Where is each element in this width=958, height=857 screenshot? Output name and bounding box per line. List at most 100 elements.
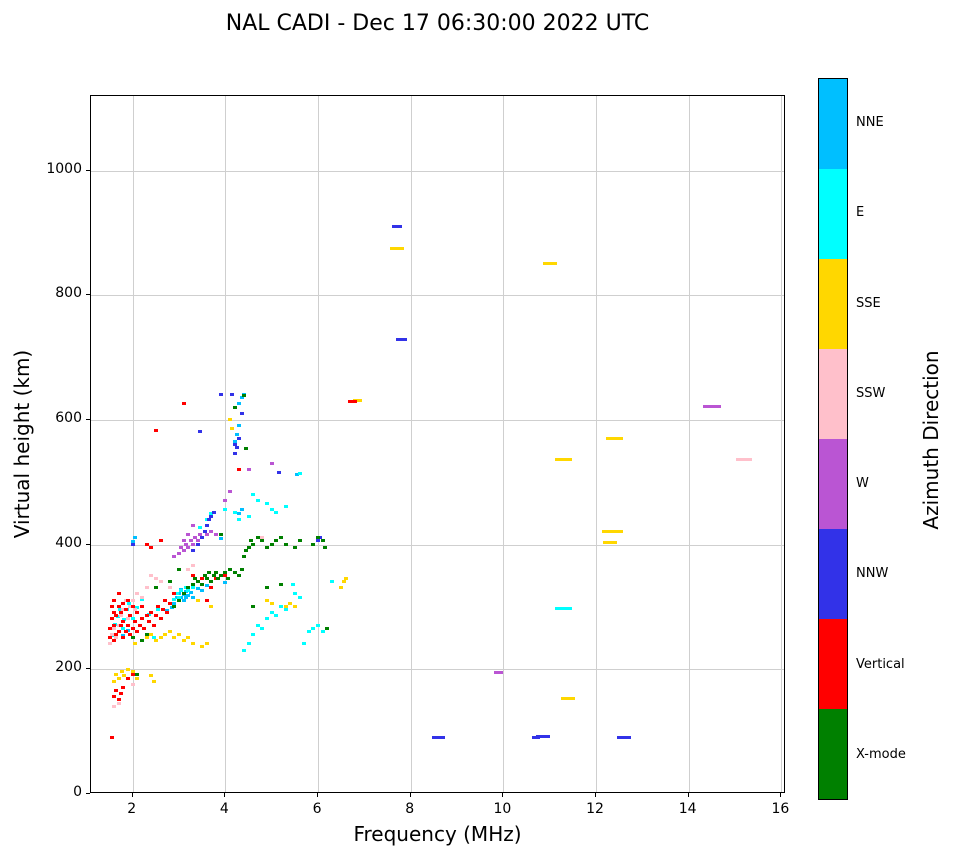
data-point (114, 632, 119, 636)
data-point (133, 642, 138, 646)
data-point (116, 623, 121, 627)
data-point (204, 583, 209, 587)
data-point (149, 573, 154, 577)
data-point (107, 636, 112, 640)
data-point (283, 505, 288, 509)
data-point (339, 586, 344, 590)
data-point (190, 586, 195, 590)
data-point (193, 576, 198, 580)
data-point (151, 623, 156, 627)
data-point (167, 601, 172, 605)
data-point (255, 536, 260, 540)
data-point (225, 576, 230, 580)
data-point (204, 642, 209, 646)
colorbar-tick-label: NNW (856, 566, 889, 582)
data-point (555, 607, 572, 611)
data-point (297, 471, 302, 475)
data-point (130, 673, 135, 677)
data-point (130, 636, 135, 640)
data-point (200, 583, 205, 587)
data-point (119, 611, 124, 615)
data-point (119, 670, 124, 674)
data-point (156, 604, 161, 608)
data-point (244, 548, 249, 552)
data-point (183, 586, 188, 590)
data-point (165, 608, 170, 612)
colorbar-tick-label: Vertical (856, 656, 905, 672)
data-point (183, 589, 188, 593)
data-point (297, 539, 302, 543)
data-point (149, 611, 154, 615)
data-point (251, 492, 256, 496)
data-point (186, 545, 191, 549)
chart-title: NAL CADI - Dec 17 06:30:00 2022 UTC (225, 11, 650, 36)
data-point (146, 620, 151, 624)
data-point (123, 598, 128, 602)
data-point (112, 626, 117, 630)
y-tick-mark (86, 543, 90, 545)
data-point (188, 590, 193, 594)
data-point (223, 573, 228, 577)
data-point (232, 440, 237, 444)
data-point (114, 689, 119, 693)
data-point (276, 470, 281, 474)
data-point (128, 632, 133, 636)
data-point (269, 461, 274, 465)
data-point (158, 539, 163, 543)
colorbar-segment-X-mode (819, 709, 847, 799)
y-tick-mark (86, 668, 90, 670)
colorbar-tick-label: X-mode (856, 746, 906, 762)
grid-line-vertical (225, 96, 227, 792)
data-point (341, 579, 346, 583)
data-point (255, 498, 260, 502)
grid-line-vertical (410, 96, 412, 792)
data-point (269, 508, 274, 512)
data-point (156, 608, 161, 612)
data-point (601, 530, 623, 534)
data-point (200, 645, 205, 649)
x-tick-label: 4 (219, 801, 229, 817)
data-point (207, 570, 212, 574)
data-point (135, 592, 140, 596)
data-point (223, 580, 228, 584)
data-point (186, 594, 191, 598)
data-point (292, 604, 297, 608)
data-point (230, 393, 235, 397)
data-point (535, 735, 550, 739)
colorbar-tick-label: W (856, 476, 869, 492)
data-point (107, 642, 112, 646)
data-point (126, 676, 131, 680)
data-point (144, 542, 149, 546)
data-point (244, 446, 249, 450)
data-point (181, 598, 186, 602)
data-point (112, 623, 117, 627)
data-point (186, 533, 191, 537)
data-point (274, 511, 279, 515)
data-point (207, 517, 212, 521)
data-point (121, 685, 126, 689)
data-point (211, 573, 216, 577)
data-point (320, 539, 325, 543)
data-point (126, 598, 131, 602)
data-point (204, 523, 209, 527)
y-tick-mark (86, 793, 90, 794)
data-point (146, 613, 151, 616)
grid-line-vertical (503, 96, 505, 792)
data-point (109, 617, 114, 621)
data-point (232, 442, 237, 446)
data-point (177, 591, 182, 595)
data-point (255, 623, 260, 627)
data-point (151, 636, 156, 640)
data-point (139, 598, 144, 602)
data-point (232, 510, 237, 514)
data-point (190, 542, 195, 546)
data-point (114, 673, 119, 677)
data-point (144, 632, 149, 636)
x-tick-mark (502, 793, 504, 797)
data-point (260, 539, 265, 543)
data-point (269, 542, 274, 546)
data-point (130, 540, 135, 544)
data-point (230, 427, 235, 431)
data-point (302, 642, 307, 646)
x-tick-mark (224, 793, 226, 797)
